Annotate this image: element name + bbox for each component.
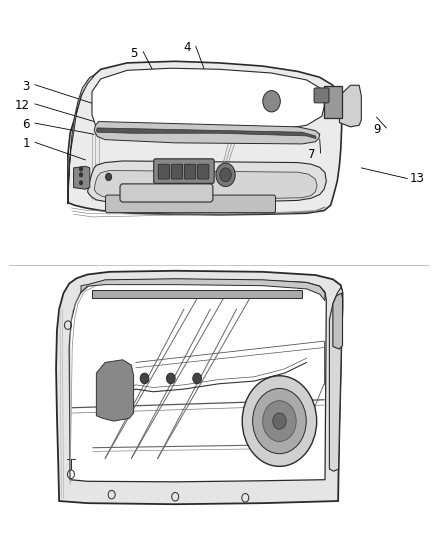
Polygon shape xyxy=(69,279,326,482)
Text: 4: 4 xyxy=(183,42,191,54)
FancyBboxPatch shape xyxy=(106,195,276,213)
Text: 10: 10 xyxy=(235,197,250,210)
Polygon shape xyxy=(74,166,90,189)
Polygon shape xyxy=(81,279,325,301)
Circle shape xyxy=(79,181,83,185)
Circle shape xyxy=(79,173,83,177)
FancyBboxPatch shape xyxy=(184,164,196,179)
Circle shape xyxy=(253,389,306,454)
FancyBboxPatch shape xyxy=(120,184,213,202)
Circle shape xyxy=(193,373,201,384)
Text: 3: 3 xyxy=(22,80,30,93)
FancyBboxPatch shape xyxy=(198,164,209,179)
Text: 8: 8 xyxy=(339,106,346,118)
Polygon shape xyxy=(56,271,343,504)
Circle shape xyxy=(166,373,175,384)
Circle shape xyxy=(263,401,296,441)
Circle shape xyxy=(263,91,280,112)
Text: 5: 5 xyxy=(131,47,138,60)
Polygon shape xyxy=(68,61,342,215)
Circle shape xyxy=(216,163,235,187)
Polygon shape xyxy=(94,122,320,144)
Polygon shape xyxy=(94,171,317,199)
Circle shape xyxy=(79,167,83,171)
Polygon shape xyxy=(92,68,325,133)
FancyBboxPatch shape xyxy=(171,164,183,179)
Polygon shape xyxy=(339,85,361,127)
Circle shape xyxy=(273,413,286,429)
Circle shape xyxy=(220,168,231,182)
Circle shape xyxy=(140,373,149,384)
Circle shape xyxy=(242,376,317,466)
Text: 12: 12 xyxy=(15,99,30,112)
Circle shape xyxy=(106,173,112,181)
FancyBboxPatch shape xyxy=(158,164,170,179)
Polygon shape xyxy=(96,360,134,421)
Text: 13: 13 xyxy=(410,172,424,185)
FancyBboxPatch shape xyxy=(154,159,214,183)
Polygon shape xyxy=(329,288,343,471)
Text: 9: 9 xyxy=(374,123,381,136)
FancyBboxPatch shape xyxy=(92,290,302,298)
Text: 7: 7 xyxy=(308,148,315,161)
Text: 11: 11 xyxy=(103,197,118,210)
Text: 6: 6 xyxy=(22,118,30,131)
Polygon shape xyxy=(68,76,94,204)
Polygon shape xyxy=(333,293,343,349)
Text: 1: 1 xyxy=(22,138,30,150)
Polygon shape xyxy=(88,161,326,203)
FancyBboxPatch shape xyxy=(324,86,342,118)
FancyBboxPatch shape xyxy=(314,88,329,103)
Polygon shape xyxy=(96,128,316,139)
